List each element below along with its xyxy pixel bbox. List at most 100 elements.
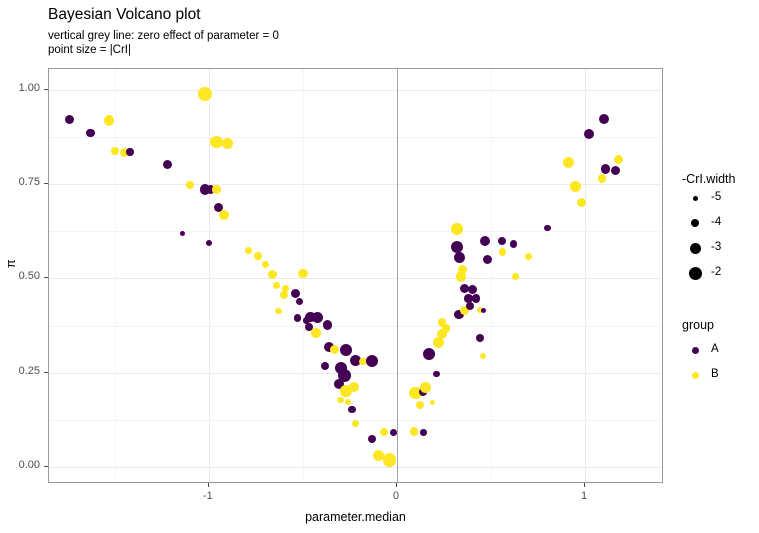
- data-point: [180, 230, 186, 236]
- data-point: [544, 224, 551, 232]
- data-point: [295, 297, 303, 305]
- gridline-minor-vertical: [490, 69, 492, 482]
- gridline-major-horizontal: [49, 467, 662, 469]
- x-tick-mark: [584, 483, 585, 487]
- x-axis-title: parameter.median: [305, 510, 406, 524]
- data-point: [366, 355, 379, 367]
- data-point: [282, 285, 290, 293]
- data-point: [304, 323, 313, 332]
- data-point: [389, 428, 397, 436]
- color-legend-key-B[interactable]: [691, 371, 699, 379]
- data-point: [464, 294, 473, 303]
- zero-effect-reference-line: [396, 69, 398, 482]
- data-point: [261, 261, 269, 269]
- data-point: [298, 268, 308, 279]
- y-tick-label: 0.50: [18, 270, 40, 283]
- data-point: [293, 314, 301, 322]
- data-point: [254, 252, 262, 260]
- data-point: [268, 270, 278, 280]
- data-point: [441, 324, 451, 333]
- y-tick-label: 0.75: [18, 176, 40, 189]
- data-point: [482, 255, 492, 265]
- data-point: [321, 361, 330, 370]
- data-point: [498, 237, 507, 246]
- y-tick-label: 0.25: [18, 364, 40, 377]
- data-point: [372, 450, 384, 462]
- data-point: [597, 174, 607, 183]
- gridline-major-horizontal: [49, 372, 662, 374]
- data-point: [498, 248, 506, 256]
- data-point: [430, 400, 436, 406]
- data-point: [337, 396, 344, 404]
- y-tick-mark: [44, 277, 48, 279]
- plot-panel: [48, 68, 663, 483]
- color-legend-key-A[interactable]: [691, 346, 699, 354]
- y-tick-mark: [44, 371, 48, 373]
- data-point: [205, 239, 212, 246]
- data-point: [525, 253, 533, 260]
- y-tick-mark: [44, 183, 48, 185]
- data-point: [244, 246, 253, 255]
- color-legend-label: A: [711, 343, 719, 355]
- data-point: [348, 405, 356, 414]
- color-legend-title: group: [682, 318, 714, 332]
- data-point: [454, 309, 464, 320]
- data-point: [467, 285, 477, 295]
- data-point: [453, 252, 465, 264]
- data-point: [324, 342, 335, 353]
- page-title: Bayesian Volcano plot: [48, 6, 201, 23]
- data-point: [219, 210, 229, 220]
- data-point: [437, 318, 447, 327]
- data-point: [419, 382, 431, 394]
- data-point: [455, 271, 467, 282]
- data-point: [451, 241, 464, 254]
- data-point: [368, 435, 377, 444]
- data-point: [451, 223, 463, 235]
- gridline-major-horizontal: [49, 89, 662, 91]
- data-point: [433, 370, 440, 378]
- data-point: [583, 128, 595, 140]
- data-point: [432, 337, 444, 349]
- data-point: [352, 420, 360, 428]
- data-point: [280, 291, 289, 300]
- data-point: [458, 265, 468, 275]
- data-point: [471, 294, 481, 303]
- data-point: [275, 307, 282, 315]
- data-point: [415, 401, 424, 410]
- y-tick-label: 0.00: [18, 459, 40, 472]
- data-point: [126, 148, 134, 156]
- data-point: [340, 343, 353, 356]
- data-point: [480, 236, 491, 247]
- data-point: [340, 385, 352, 397]
- data-point: [598, 113, 609, 124]
- data-point: [119, 148, 129, 158]
- data-point: [420, 429, 427, 436]
- data-point: [86, 128, 95, 138]
- data-point: [337, 368, 352, 383]
- data-point: [212, 185, 221, 194]
- data-point: [409, 427, 419, 436]
- size-legend-key--2[interactable]: [688, 266, 702, 280]
- size-legend-label: -4: [711, 216, 722, 228]
- data-point: [459, 305, 470, 316]
- size-legend-key--3[interactable]: [689, 242, 701, 254]
- data-point: [562, 156, 574, 168]
- data-point: [345, 399, 352, 406]
- gridline-major-horizontal: [49, 184, 662, 186]
- data-point: [466, 301, 475, 310]
- data-point: [614, 154, 624, 164]
- x-tick-label: 1: [580, 490, 588, 502]
- data-point: [221, 137, 234, 150]
- gridline-minor-horizontal: [49, 325, 662, 327]
- data-point: [576, 198, 586, 208]
- data-point: [186, 180, 195, 189]
- size-legend-title: -CrI.width: [682, 172, 736, 186]
- size-legend-key--4[interactable]: [690, 218, 700, 228]
- data-point: [476, 306, 483, 313]
- data-point: [349, 354, 362, 366]
- size-legend-key--5[interactable]: [692, 195, 698, 201]
- color-legend-label: B: [711, 368, 719, 380]
- data-point: [409, 386, 422, 400]
- gridline-major-vertical: [585, 69, 586, 482]
